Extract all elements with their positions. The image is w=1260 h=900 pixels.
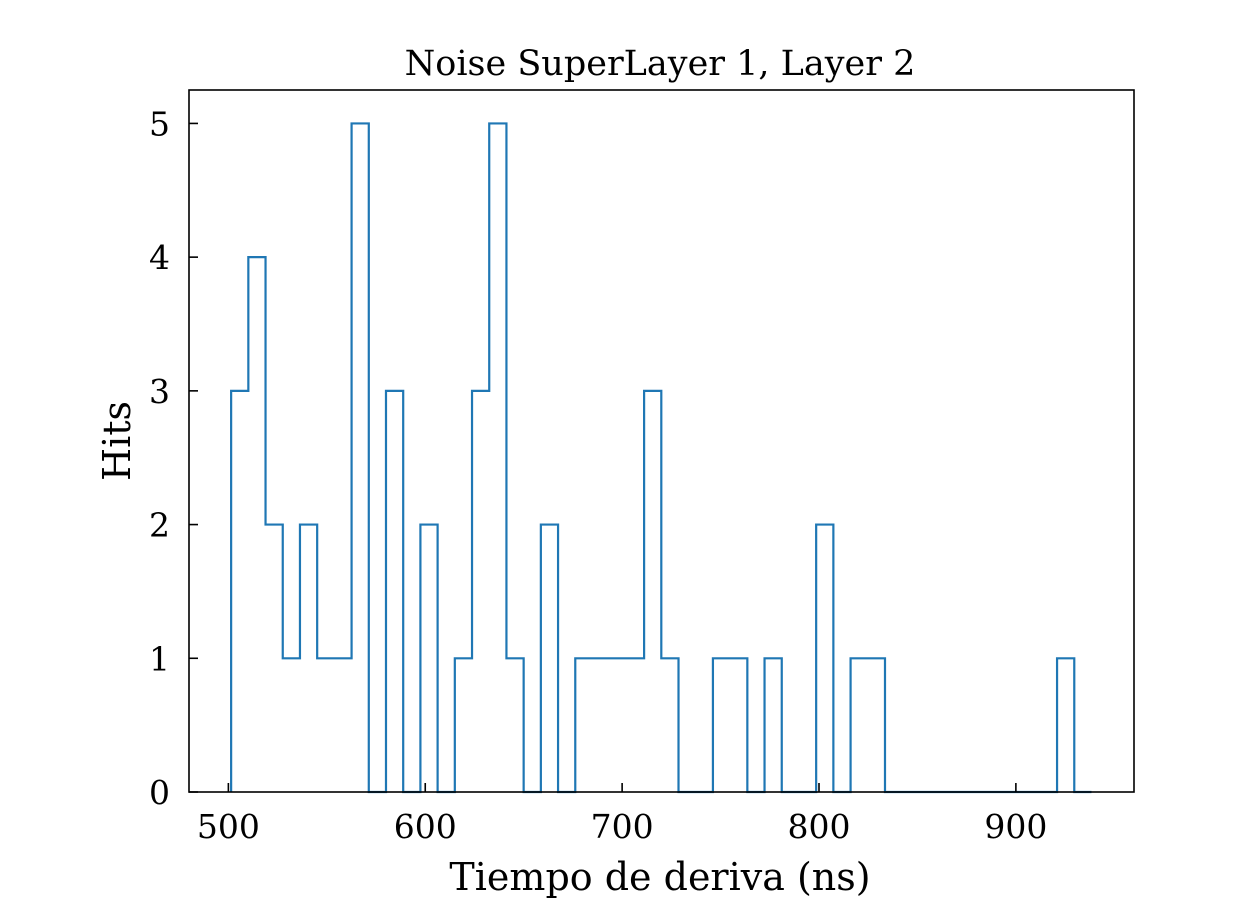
x-tick-label: 500 — [197, 807, 260, 846]
chart-title: Noise SuperLayer 1, Layer 2 — [405, 44, 916, 84]
x-tick-label: 700 — [591, 807, 654, 846]
y-axis-label: Hits — [95, 401, 139, 481]
x-axis-label: Tiempo de deriva (ns) — [449, 855, 870, 899]
axes-ticks: 500 600 700 800 900 0 1 2 3 4 5 — [149, 104, 1047, 846]
plot-area — [230, 122, 1092, 794]
y-tick-label: 2 — [149, 506, 170, 545]
y-tick-label: 5 — [149, 104, 170, 143]
y-tick-label: 4 — [149, 238, 170, 277]
histogram-series — [230, 122, 1092, 794]
axes-frame — [188, 89, 1135, 793]
x-tick-label: 900 — [984, 807, 1047, 846]
y-tick-label: 0 — [149, 773, 170, 812]
x-tick-label: 600 — [394, 807, 457, 846]
y-tick-label: 1 — [149, 639, 170, 678]
x-tick-label: 800 — [788, 807, 851, 846]
y-tick-label: 3 — [149, 372, 170, 411]
